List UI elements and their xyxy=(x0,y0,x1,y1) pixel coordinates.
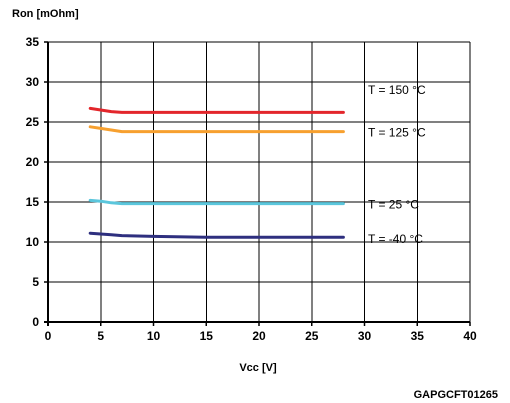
axes xyxy=(44,41,471,326)
x-tick-label: 10 xyxy=(147,329,161,343)
series-lines xyxy=(88,106,345,239)
x-tick-label: 20 xyxy=(252,329,266,343)
figure-code: GAPGCFT01265 xyxy=(414,389,498,401)
x-tick-labels: 0 5 10 15 20 25 30 35 40 xyxy=(45,329,477,343)
y-axis-label: Ron [mOhm] xyxy=(12,8,79,20)
x-tick-label: 25 xyxy=(305,329,319,343)
x-tick-label: 40 xyxy=(463,329,477,343)
x-tick-label: 15 xyxy=(200,329,214,343)
y-tick-label: 10 xyxy=(26,235,40,249)
y-tick-label: 20 xyxy=(26,155,40,169)
x-tick-label: 30 xyxy=(358,329,372,343)
series-label: T = 150 °C xyxy=(368,83,426,97)
series-label: T = 25 °C xyxy=(368,197,419,211)
y-tick-labels: 0 5 10 15 20 25 30 35 xyxy=(26,35,40,329)
series-label: T = 125 °C xyxy=(368,125,426,139)
x-tick-label: 5 xyxy=(97,329,104,343)
series-line xyxy=(88,125,345,134)
y-tick-label: 0 xyxy=(32,315,39,329)
x-tick-label: 35 xyxy=(411,329,425,343)
y-tick-label: 15 xyxy=(26,195,40,209)
series-line xyxy=(88,231,345,239)
y-tick-label: 35 xyxy=(26,35,40,49)
series-label: T = -40 °C xyxy=(368,232,423,246)
y-tick-label: 30 xyxy=(26,75,40,89)
series-line xyxy=(88,106,345,114)
series-labels: T = 150 °C T = 125 °C T = 25 °C T = -40 °C xyxy=(368,83,426,246)
grid-lines xyxy=(48,41,471,322)
x-axis-label: Vcc [V] xyxy=(239,362,277,374)
x-tick-label: 0 xyxy=(45,329,52,343)
y-tick-label: 25 xyxy=(26,115,40,129)
series-line xyxy=(88,198,345,206)
y-tick-label: 5 xyxy=(32,275,39,289)
